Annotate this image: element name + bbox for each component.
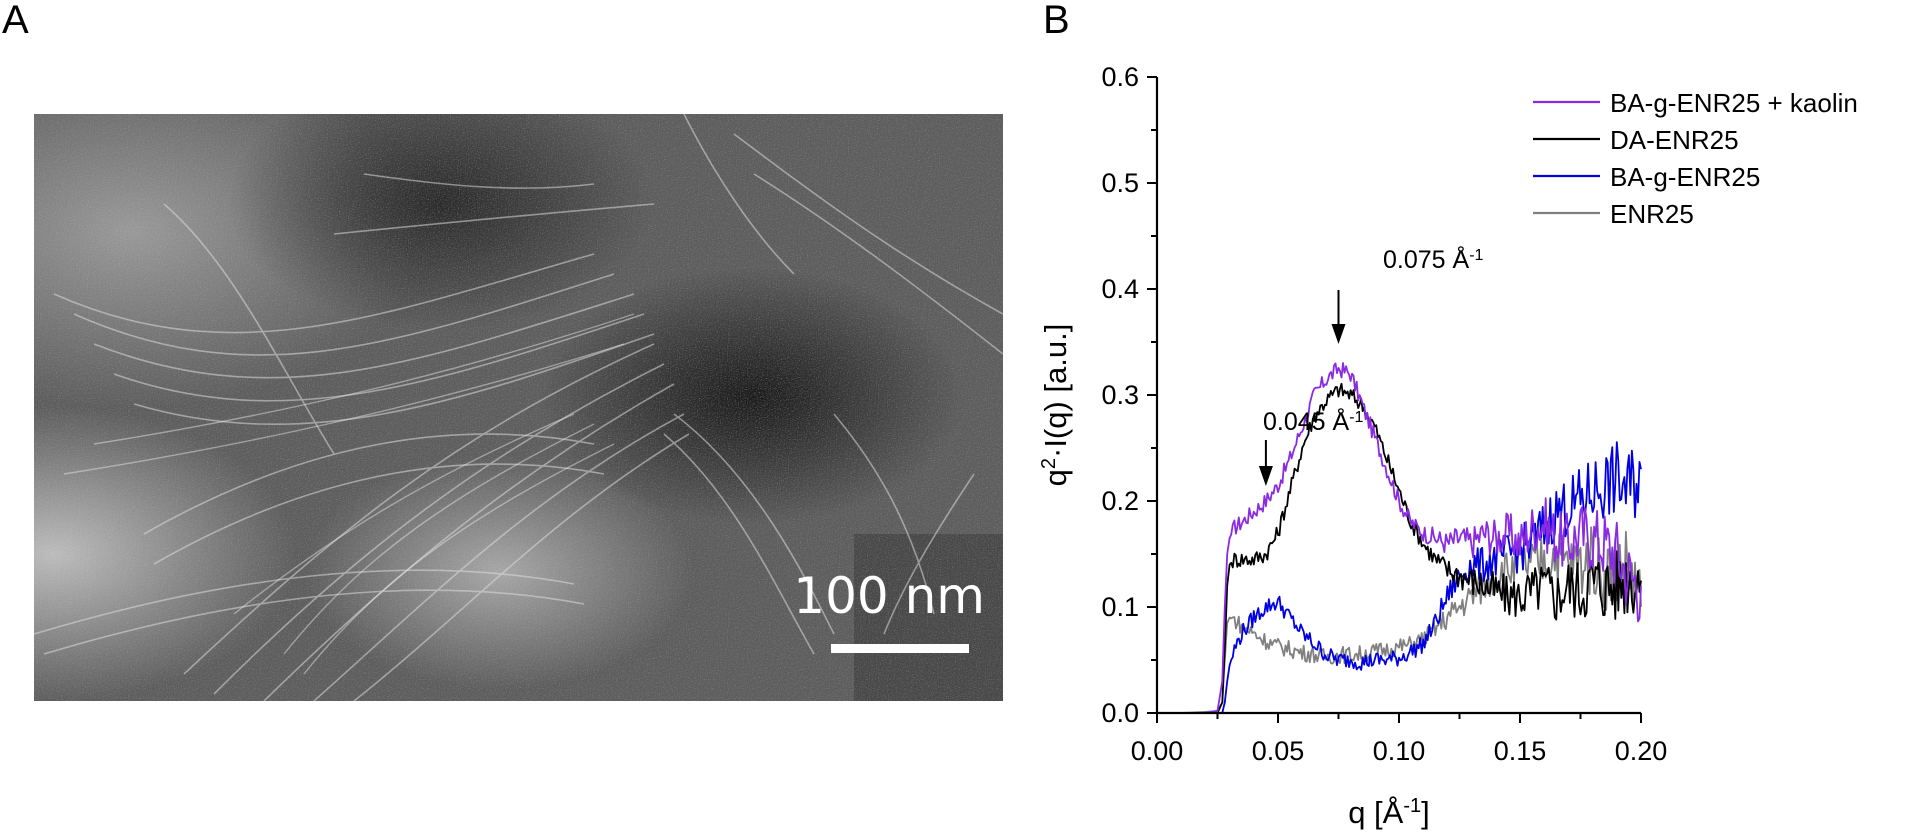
y-axis-title-base: q bbox=[1038, 469, 1073, 486]
y-tick-label: 0.3 bbox=[1101, 380, 1139, 410]
series-line-3 bbox=[1181, 526, 1642, 714]
y-tick-label: 0.6 bbox=[1101, 62, 1139, 92]
scale-bar bbox=[831, 644, 969, 653]
y-tick-label: 0.4 bbox=[1101, 274, 1139, 304]
x-axis-title: q [Å-1] bbox=[1348, 795, 1430, 830]
annotations: 0.045 Å-1 0.075 Å-1 bbox=[1258, 244, 1484, 486]
legend-label: ENR25 bbox=[1610, 199, 1694, 229]
tem-micrograph: 100 nm bbox=[34, 114, 1003, 701]
legend-label: DA-ENR25 bbox=[1610, 125, 1739, 155]
legend: BA-g-ENR25 + kaolin DA-ENR25 BA-g-ENR25 ENR… bbox=[1533, 88, 1858, 229]
legend-label: BA-g-ENR25 + kaolin bbox=[1610, 88, 1858, 118]
x-tick-label: 0.15 bbox=[1494, 736, 1547, 766]
annotation-arrow-head bbox=[1331, 324, 1346, 344]
y-tick-label: 0.1 bbox=[1101, 592, 1139, 622]
x-tick-label: 0.05 bbox=[1252, 736, 1305, 766]
y-tick-label: 0.0 bbox=[1101, 698, 1139, 728]
y-axis-title-sup: 2 bbox=[1038, 458, 1060, 469]
series-layer bbox=[1181, 362, 1642, 714]
y-axis-title: q2·I(q) [a.u.] bbox=[1038, 324, 1073, 487]
scale-bar-label: 100 nm bbox=[793, 567, 985, 625]
annotation-label: 0.045 Å-1 bbox=[1263, 406, 1364, 436]
x-axis-title-end: ] bbox=[1421, 795, 1430, 830]
panel-label-a: A bbox=[2, 0, 29, 42]
x-axis-title-sup: -1 bbox=[1403, 795, 1421, 817]
y-axis-title-rest: ·I(q) [a.u.] bbox=[1038, 324, 1073, 458]
ticks-layer: 0.0 0.1 0.2 0.3 0.4 0.5 0.6 0.00 0.05 0.10 0.15 0.2… bbox=[1101, 62, 1667, 766]
annotation-label: 0.075 Å-1 bbox=[1383, 244, 1484, 274]
x-tick-label: 0.00 bbox=[1131, 736, 1184, 766]
series-line-1 bbox=[1181, 382, 1642, 714]
series-line-0 bbox=[1181, 362, 1642, 714]
annotation-arrow-head bbox=[1258, 466, 1273, 486]
panel-label-b: B bbox=[1043, 0, 1070, 42]
y-tick-label: 0.2 bbox=[1101, 486, 1139, 516]
tem-image bbox=[34, 114, 1003, 701]
y-tick-label: 0.5 bbox=[1101, 168, 1139, 198]
fibril-lines bbox=[34, 114, 1003, 701]
x-tick-label: 0.10 bbox=[1373, 736, 1426, 766]
x-tick-label: 0.20 bbox=[1615, 736, 1668, 766]
legend-label: BA-g-ENR25 bbox=[1610, 162, 1760, 192]
x-axis-title-base: q [Å bbox=[1348, 795, 1403, 830]
series-line-2 bbox=[1181, 441, 1642, 714]
